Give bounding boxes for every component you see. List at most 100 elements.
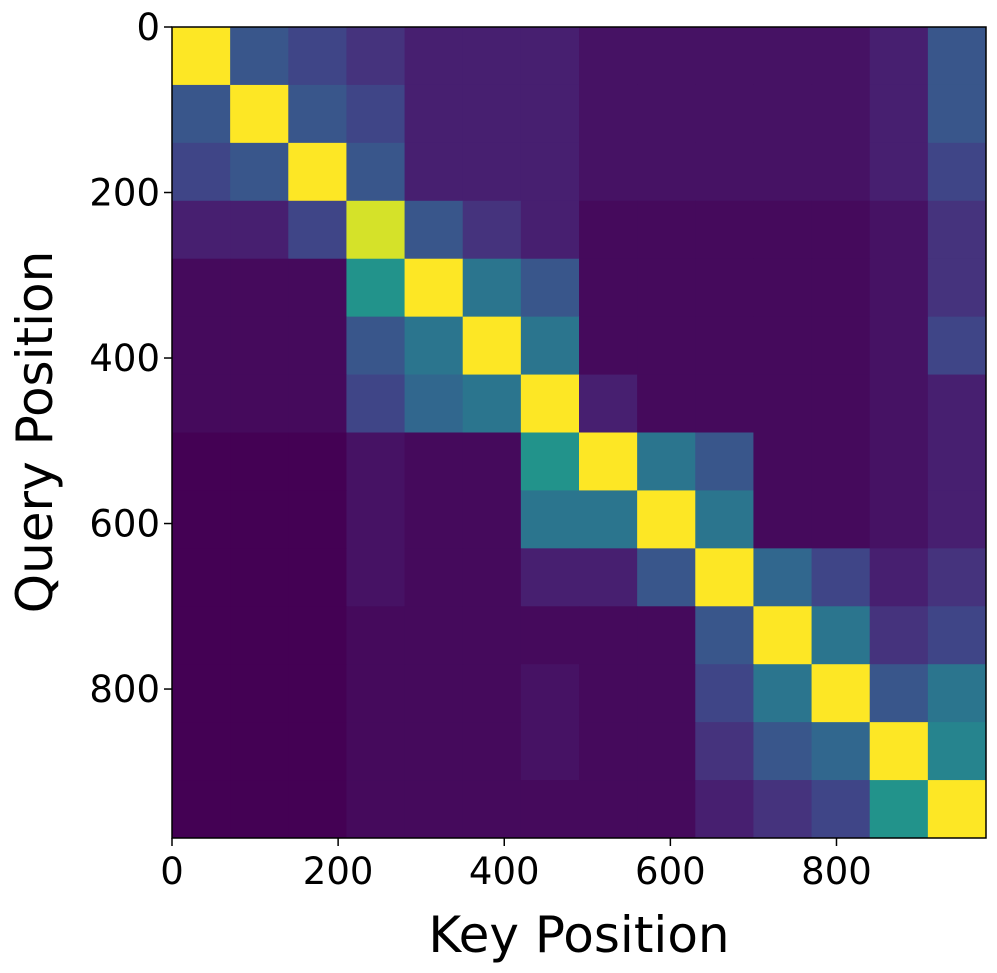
heatmap-cell bbox=[695, 606, 754, 665]
heatmap-cell bbox=[579, 142, 638, 202]
heatmap-cell bbox=[404, 490, 464, 549]
heatmap-cell bbox=[520, 84, 580, 144]
heatmap-cell bbox=[288, 27, 347, 86]
heatmap-cell bbox=[637, 780, 696, 839]
heatmap-cell bbox=[346, 432, 406, 491]
heatmap-cell bbox=[172, 432, 231, 491]
heatmap-cell bbox=[927, 374, 987, 433]
heatmap-cell bbox=[579, 200, 638, 260]
heatmap-cell bbox=[579, 316, 638, 376]
heatmap-cell bbox=[230, 258, 289, 318]
heatmap-cell bbox=[172, 200, 231, 260]
heatmap-cell bbox=[869, 258, 929, 318]
heatmap-cell bbox=[288, 258, 347, 318]
heatmap-cell bbox=[346, 490, 406, 549]
heatmap-cell bbox=[520, 374, 580, 433]
heatmap-cell bbox=[230, 142, 289, 202]
heatmap-cell bbox=[753, 432, 813, 491]
heatmap-cell bbox=[753, 84, 813, 144]
heatmap-cell bbox=[695, 722, 754, 781]
heatmap-cell bbox=[695, 27, 754, 86]
heatmap-cell bbox=[753, 722, 813, 781]
heatmap-cell bbox=[695, 432, 754, 491]
heatmap-cell bbox=[462, 548, 522, 607]
heatmap-cell bbox=[520, 722, 580, 781]
heatmap-cell bbox=[637, 374, 696, 433]
heatmap-cell bbox=[230, 432, 289, 491]
heatmap-cell bbox=[462, 490, 522, 549]
x-axis-label: Key Position bbox=[428, 906, 729, 964]
heatmap-cell bbox=[404, 722, 464, 781]
heatmap-cell bbox=[404, 142, 464, 202]
heatmap-cell bbox=[927, 722, 987, 781]
heatmap-cell bbox=[579, 258, 638, 318]
heatmap-cell bbox=[288, 490, 347, 549]
heatmap-cell bbox=[869, 664, 929, 723]
heatmap-cell bbox=[927, 84, 987, 144]
heatmap-cell bbox=[288, 722, 347, 781]
heatmap-cell bbox=[172, 316, 231, 376]
heatmap-cell bbox=[869, 200, 929, 260]
heatmap-cell bbox=[811, 374, 871, 433]
x-tick-label: 400 bbox=[469, 850, 540, 893]
heatmap-cell bbox=[172, 142, 231, 202]
heatmap-cell bbox=[637, 84, 696, 144]
heatmap-cell bbox=[927, 432, 987, 491]
heatmap-cell bbox=[637, 200, 696, 260]
heatmap-cell bbox=[404, 374, 464, 433]
heatmap-cell bbox=[288, 606, 347, 665]
heatmap-cell bbox=[230, 490, 289, 549]
y-tick-label: 200 bbox=[89, 172, 160, 215]
heatmap-cell bbox=[753, 490, 813, 549]
heatmap-cell bbox=[404, 27, 464, 86]
heatmap-cell bbox=[288, 84, 347, 144]
heatmap-cell bbox=[172, 606, 231, 665]
heatmap-cell bbox=[927, 27, 987, 86]
heatmap-cell bbox=[520, 27, 580, 86]
heatmap-cell bbox=[404, 664, 464, 723]
heatmap-cell bbox=[579, 27, 638, 86]
heatmap-cell bbox=[753, 374, 813, 433]
heatmap-cell bbox=[520, 664, 580, 723]
heatmap-cell bbox=[230, 200, 289, 260]
heatmap-cell bbox=[695, 142, 754, 202]
heatmap-cell bbox=[811, 316, 871, 376]
heatmap-cell bbox=[869, 432, 929, 491]
heatmap-cell bbox=[695, 548, 754, 607]
heatmap-cell bbox=[404, 780, 464, 839]
heatmap-cell bbox=[230, 84, 289, 144]
heatmap-cell bbox=[579, 548, 638, 607]
heatmap-cell bbox=[462, 316, 522, 376]
y-tick-label: 400 bbox=[89, 337, 160, 380]
heatmap-cell bbox=[346, 84, 406, 144]
heatmap-cell bbox=[695, 200, 754, 260]
heatmap-cell bbox=[288, 316, 347, 376]
heatmap-cell bbox=[869, 780, 929, 839]
heatmap-cell bbox=[520, 432, 580, 491]
heatmap-cell bbox=[404, 84, 464, 144]
heatmap-cell bbox=[288, 200, 347, 260]
heatmap-cell bbox=[520, 258, 580, 318]
heatmap-cell bbox=[753, 258, 813, 318]
heatmap-cell bbox=[637, 142, 696, 202]
heatmap-cell bbox=[404, 606, 464, 665]
heatmap-cell bbox=[346, 258, 406, 318]
heatmap-cell bbox=[404, 258, 464, 318]
heatmap-cell bbox=[869, 316, 929, 376]
heatmap-cell bbox=[695, 374, 754, 433]
heatmap bbox=[172, 27, 987, 839]
heatmap-cell bbox=[579, 374, 638, 433]
heatmap-cell bbox=[346, 780, 406, 839]
heatmap-cell bbox=[404, 548, 464, 607]
heatmap-cell bbox=[462, 27, 522, 86]
heatmap-cell bbox=[927, 664, 987, 723]
heatmap-cell bbox=[753, 316, 813, 376]
heatmap-cell bbox=[811, 490, 871, 549]
heatmap-cell bbox=[927, 316, 987, 376]
heatmap-cell bbox=[288, 780, 347, 839]
heatmap-cell bbox=[637, 664, 696, 723]
heatmap-cell bbox=[462, 84, 522, 144]
heatmap-cell bbox=[869, 374, 929, 433]
heatmap-cell bbox=[753, 142, 813, 202]
